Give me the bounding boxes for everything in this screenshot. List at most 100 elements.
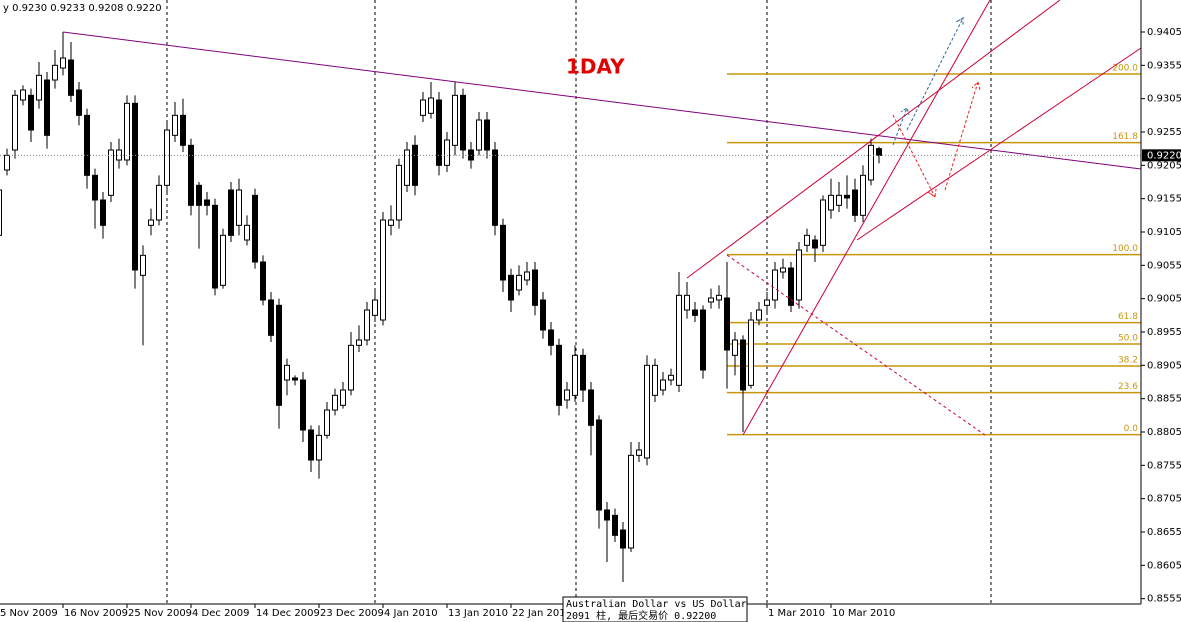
candle-body	[644, 364, 650, 459]
candle-body	[676, 294, 682, 386]
candle-body	[60, 57, 66, 69]
candle-body	[780, 267, 786, 273]
candle-body	[556, 344, 562, 406]
arrow	[892, 106, 910, 146]
trend-line	[686, 0, 1061, 279]
candle-body	[868, 144, 874, 181]
fib-label: 38.2	[1118, 356, 1138, 366]
candle-body	[628, 454, 634, 549]
candle-body	[44, 79, 50, 136]
candle-body	[796, 249, 802, 301]
candle-body	[860, 174, 866, 216]
candle-body	[220, 234, 226, 286]
candle-body	[748, 319, 754, 386]
candle-body	[428, 97, 434, 114]
candle-body	[732, 339, 738, 356]
candle-body	[452, 94, 458, 146]
y-tick-label: 0.9305	[1147, 94, 1181, 105]
x-tick-label: 1 Mar 2010	[768, 608, 825, 619]
x-tick-label: 13 Jan 2010	[448, 608, 508, 619]
candle-body	[364, 309, 370, 341]
candle-body	[708, 297, 714, 303]
x-tick-label: 22 Jan 2010	[512, 608, 572, 619]
y-tick-label: 0.9405	[1147, 27, 1181, 38]
candle-body	[484, 119, 490, 151]
x-tick-label: 10 Mar 2010	[832, 608, 895, 619]
y-tick-label: 0.9105	[1147, 227, 1181, 238]
y-tick-label: 0.8805	[1147, 427, 1181, 438]
candle-body	[332, 394, 338, 411]
candle-body	[636, 449, 642, 456]
candle-body	[52, 64, 58, 81]
candle-body	[188, 144, 194, 206]
candle-body	[12, 94, 18, 151]
candle-body	[652, 364, 658, 396]
candle-body	[132, 102, 138, 271]
drawings	[62, 0, 1142, 436]
candle-body	[436, 99, 442, 166]
candle-body	[396, 164, 402, 221]
candle-body	[668, 374, 674, 381]
y-tick-label: 0.9255	[1147, 127, 1181, 138]
candle-body	[116, 149, 122, 161]
candle-body	[268, 299, 274, 336]
fib-label: 161.8	[1112, 132, 1138, 142]
candle-body	[76, 89, 82, 116]
candle-body	[68, 59, 74, 96]
candle-body	[804, 234, 810, 246]
candle-body	[252, 194, 258, 263]
candle-body	[412, 144, 418, 186]
candle-body	[572, 354, 578, 396]
fib-label: 50.0	[1118, 334, 1138, 344]
y-tick-label: 0.8855	[1147, 394, 1181, 405]
candle-body	[324, 409, 330, 436]
tooltip: Australian Dollar vs US Dollar 2091 柱, 最…	[562, 596, 748, 622]
y-tick-label: 0.8955	[1147, 327, 1181, 338]
trend-line	[62, 31, 1142, 170]
candle-body	[788, 267, 794, 306]
candle-body	[156, 184, 162, 221]
candle-body	[500, 224, 506, 281]
arrow	[892, 114, 937, 198]
candle-body	[524, 271, 530, 281]
y-tick-label: 0.9355	[1147, 60, 1181, 71]
candle-body	[300, 379, 306, 431]
candle-body	[740, 339, 746, 391]
candle-body	[236, 189, 242, 226]
candle-body	[772, 269, 778, 301]
candle-body	[548, 329, 554, 346]
tooltip-line: Australian Dollar vs US Dollar	[566, 599, 747, 610]
candle-body	[172, 114, 178, 136]
candle-body	[308, 429, 314, 461]
candle-body	[660, 379, 666, 391]
candle-body	[404, 149, 410, 186]
candle-body	[820, 199, 826, 246]
candle-body	[756, 309, 762, 321]
candle-body	[108, 149, 114, 196]
candle-body	[588, 389, 594, 426]
candle-body	[244, 224, 250, 241]
candle-body	[340, 389, 346, 406]
candle-body	[828, 194, 834, 211]
candle-body	[36, 74, 42, 101]
candle-body	[20, 89, 26, 101]
candle-body	[836, 194, 842, 206]
candle-body	[0, 189, 2, 236]
candle-body	[476, 119, 482, 151]
candle-body	[684, 294, 690, 311]
candle-body	[124, 102, 130, 161]
candle-body	[580, 354, 586, 391]
fib-label: 0.0	[1124, 424, 1139, 434]
y-tick-label: 0.9005	[1147, 294, 1181, 305]
y-tick-label: 0.8555	[1147, 594, 1181, 605]
y-tick-label: 0.9155	[1147, 194, 1181, 205]
x-tick-label: 23 Dec 2009	[320, 608, 384, 619]
candle-body	[852, 189, 858, 216]
fib-label: 61.8	[1118, 312, 1138, 322]
candle-body	[612, 514, 618, 536]
axes: 0.9405 0.9355 0.9305 0.9255 0.9205 0.9155 0.91…	[0, 27, 1181, 619]
x-tick-label: 16 Nov 2009	[64, 608, 128, 619]
fib-baseline	[726, 254, 986, 436]
